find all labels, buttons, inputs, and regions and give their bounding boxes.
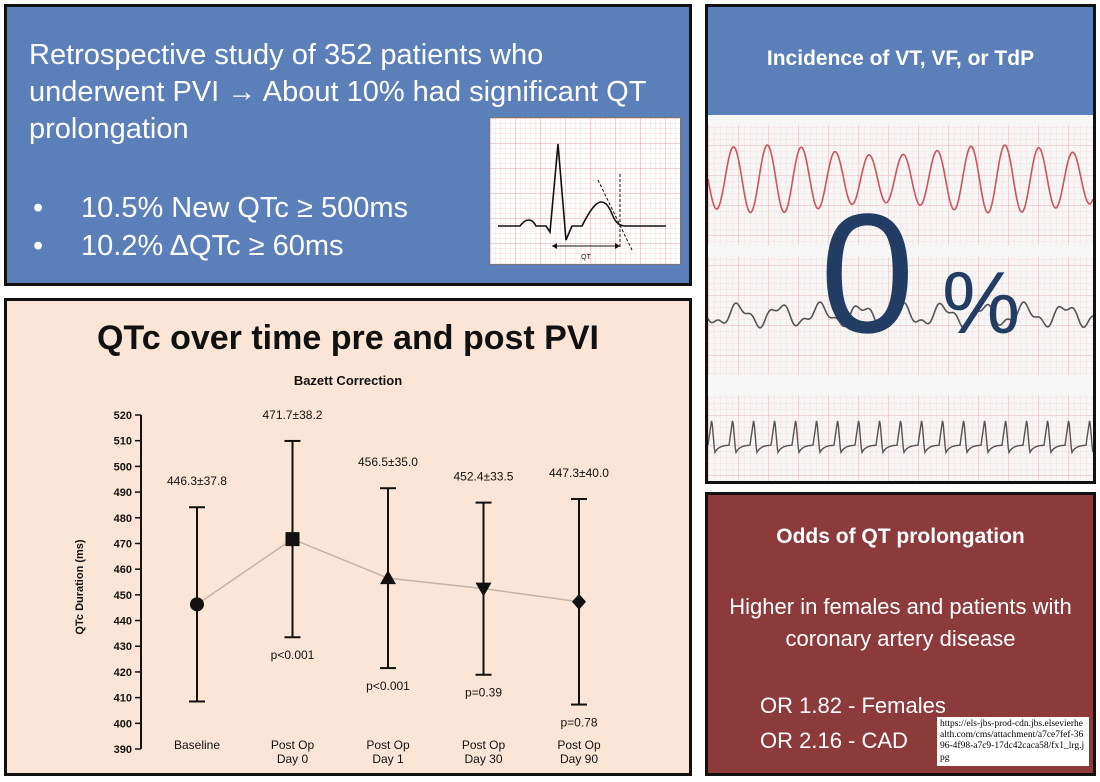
incidence-title-bar: Incidence of VT, VF, or TdP xyxy=(708,7,1093,115)
finding-list: • 10.5% New QTc ≥ 500ms • 10.2% ΔQTc ≥ 60m… xyxy=(29,190,408,265)
data-label: 456.5±35.0 xyxy=(358,455,418,469)
data-label: 447.3±40.0 xyxy=(549,466,609,480)
p-value-label: p=0.78 xyxy=(560,716,597,730)
mean-marker-circle xyxy=(190,597,204,612)
y-axis-label: QTc Duration (ms) xyxy=(74,539,86,634)
finding-item: • 10.5% New QTc ≥ 500ms xyxy=(29,190,408,228)
ecg-qt-diagram: QT xyxy=(489,117,681,265)
y-tick-label: 440 xyxy=(114,616,132,628)
chart-title: QTc over time pre and post PVI xyxy=(97,319,599,357)
y-tick-label: 480 xyxy=(114,513,132,525)
qtc-chart-panel: QTc over time pre and post PVI Bazett Co… xyxy=(4,298,692,776)
finding-text: 10.5% New QTc ≥ 500ms xyxy=(81,192,408,224)
y-tick-label: 490 xyxy=(114,487,132,499)
chart-subtitle: Bazett Correction xyxy=(294,373,402,388)
y-tick-label: 430 xyxy=(114,641,132,653)
incidence-value: 0 xyxy=(820,179,915,369)
p-value-label: p<0.001 xyxy=(366,679,410,693)
study-headline: Retrospective study of 352 patients who … xyxy=(29,39,646,146)
trace-vf xyxy=(708,301,1093,329)
trace-vt xyxy=(708,144,1093,214)
mean-marker-triangle-up xyxy=(380,570,396,585)
ecg-qt-label: QT xyxy=(581,254,591,261)
bullet-marker: • xyxy=(33,229,44,262)
x-category-label: Baseline xyxy=(174,738,220,752)
data-label: 446.3±37.8 xyxy=(167,474,227,488)
bullet-marker: • xyxy=(33,192,44,224)
mean-marker-triangle-down xyxy=(475,582,492,597)
odds-panel: Odds of QT prolongation Higher in female… xyxy=(705,492,1096,776)
y-tick-label: 400 xyxy=(114,718,132,730)
x-category-label: Post Op xyxy=(462,738,506,752)
finding-text: 10.2% ΔQTc ≥ 60ms xyxy=(81,229,344,262)
source-url: https://els-jbs-prod-cdn.jbs.elsevierhea… xyxy=(937,717,1089,766)
strip-vf xyxy=(708,257,1093,375)
arrhythmia-strips xyxy=(708,125,1093,481)
x-category-label: Day 30 xyxy=(464,752,502,766)
y-tick-label: 390 xyxy=(114,744,132,756)
qtc-chart: Bazett Correction QTc Duration (ms) 390 4… xyxy=(74,373,609,766)
incidence-title: Incidence of VT, VF, or TdP xyxy=(766,47,1035,70)
y-tick-label: 450 xyxy=(114,590,132,602)
x-category-label: Post Op xyxy=(366,738,410,752)
data-label: 452.4±33.5 xyxy=(454,470,514,484)
odds-description: Higher in females and patients with coro… xyxy=(729,594,1072,651)
y-tick-label: 500 xyxy=(114,461,132,473)
incidence-panel: Incidence of VT, VF, or TdP 0 % xyxy=(705,4,1096,484)
x-category-label: Day 1 xyxy=(372,752,404,766)
x-category-label: Post Op xyxy=(557,738,601,752)
incidence-unit: % xyxy=(942,253,1021,352)
strip-tdp xyxy=(708,395,1093,481)
x-category-label: Post Op xyxy=(271,738,315,752)
odds-ratio-females: OR 1.82 - Females xyxy=(760,693,946,718)
odds-title: Odds of QT prolongation xyxy=(776,525,1025,548)
y-tick-label: 420 xyxy=(114,667,132,679)
y-tick-label: 410 xyxy=(114,693,132,705)
ecg-qt-svg: QT xyxy=(490,118,680,264)
p-value-label: p<0.001 xyxy=(271,648,315,662)
y-tick-label: 520 xyxy=(114,410,132,422)
data-label: 471.7±38.2 xyxy=(263,408,323,422)
finding-item: • 10.2% ΔQTc ≥ 60ms xyxy=(29,228,408,266)
p-value-label: p=0.39 xyxy=(465,686,502,700)
study-summary-panel: Retrospective study of 352 patients who … xyxy=(4,4,692,286)
odds-ratio-cad: OR 2.16 - CAD xyxy=(760,728,908,753)
y-tick-label: 460 xyxy=(114,564,132,576)
x-category-label: Day 90 xyxy=(560,752,598,766)
mean-marker-square xyxy=(285,532,300,547)
y-tick-label: 470 xyxy=(114,538,132,550)
x-category-label: Day 0 xyxy=(277,752,309,766)
y-tick-label: 510 xyxy=(114,436,132,448)
mean-marker-diamond xyxy=(572,593,586,610)
trace-tdp xyxy=(708,420,1093,455)
